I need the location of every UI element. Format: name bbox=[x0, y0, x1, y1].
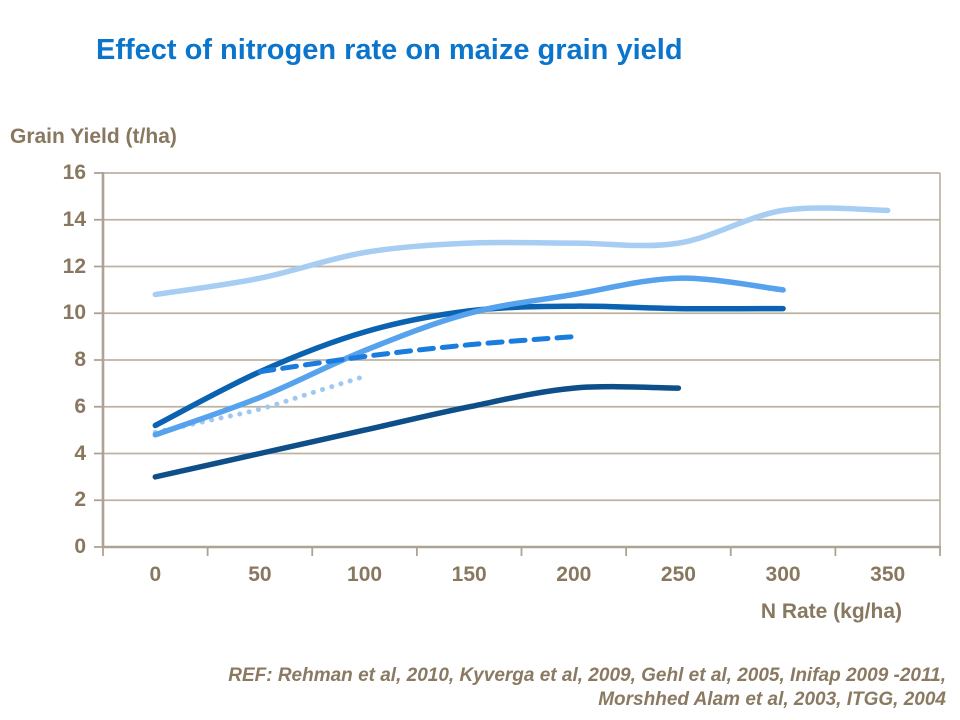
y-tick-label-4: 4 bbox=[74, 441, 86, 465]
series-navy-solid bbox=[152, 383, 682, 480]
x-tick-label-350: 350 bbox=[870, 563, 906, 586]
chart-title: Effect of nitrogen rate on maize grain y… bbox=[96, 34, 683, 66]
series-pale-blue-solid bbox=[152, 205, 891, 298]
reference-line-1: REF: Rehman et al, 2010, Kyverga et al, … bbox=[228, 665, 946, 686]
reference-text: REF: Rehman et al, 2010, Kyverga et al, … bbox=[228, 664, 946, 712]
x-tick-label-100: 100 bbox=[347, 563, 383, 586]
series-sky-blue-solid bbox=[152, 275, 786, 438]
series-medium-blue-dashed bbox=[257, 334, 577, 375]
y-tick-label-0: 0 bbox=[74, 535, 86, 558]
x-tick-label-200: 200 bbox=[556, 563, 592, 586]
x-tick-label-50: 50 bbox=[248, 563, 272, 586]
y-axis-title: Grain Yield (t/ha) bbox=[10, 125, 177, 148]
x-axis-title: N Rate (kg/ha) bbox=[760, 600, 902, 623]
reference-line-2: Morshhed Alam et al, 2003, ITGG, 2004 bbox=[598, 689, 946, 710]
y-tick-label-12: 12 bbox=[62, 254, 86, 278]
x-tick-label-150: 150 bbox=[451, 563, 487, 586]
y-tick-label-14: 14 bbox=[62, 207, 86, 231]
y-tick-label-16: 16 bbox=[62, 161, 86, 184]
y-tick-label-10: 10 bbox=[62, 301, 86, 325]
y-tick-label-8: 8 bbox=[74, 348, 86, 371]
y-tick-label-6: 6 bbox=[74, 394, 86, 418]
x-tick-label-300: 300 bbox=[765, 563, 801, 586]
x-tick-label-0: 0 bbox=[149, 563, 162, 586]
x-tick-label-250: 250 bbox=[660, 563, 696, 586]
y-tick-label-2: 2 bbox=[74, 488, 86, 512]
